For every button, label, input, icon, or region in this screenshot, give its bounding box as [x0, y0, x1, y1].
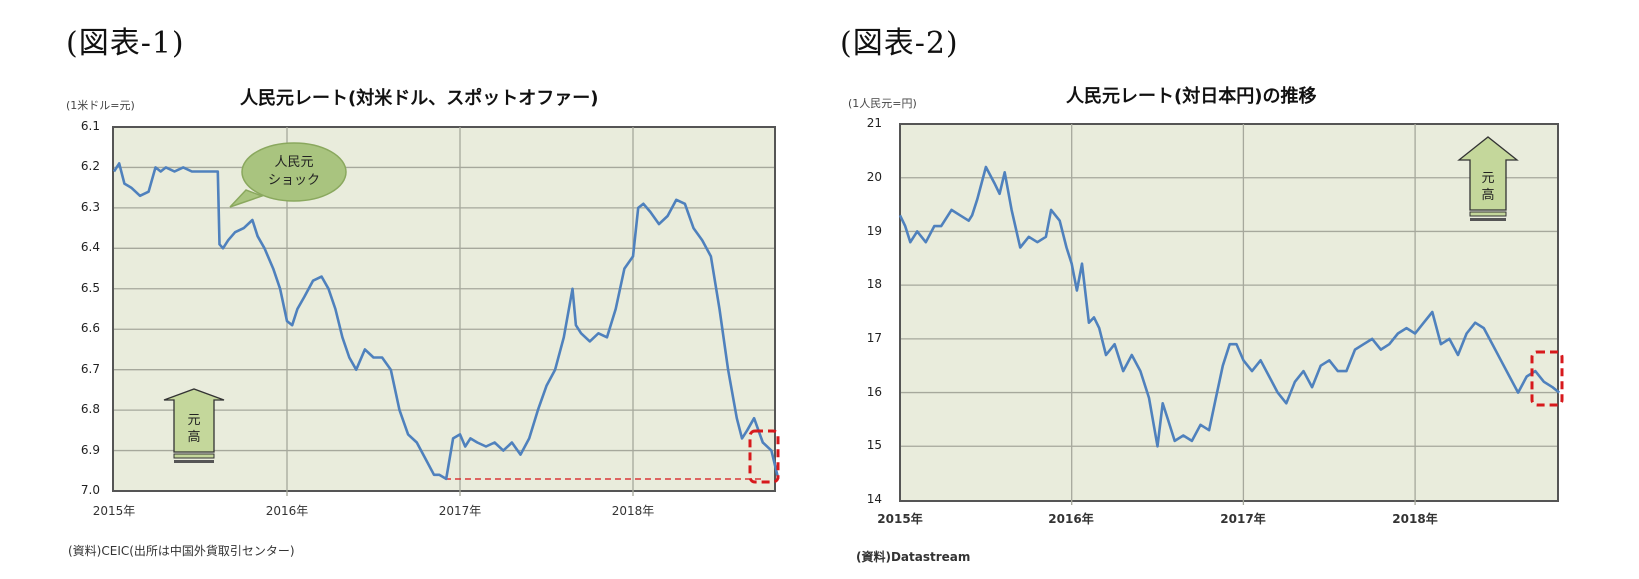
y-tick: 19 [866, 224, 882, 238]
usd-cny-line [112, 162, 780, 481]
yuan-appreciation-arrow-icon: 元 高 [163, 388, 225, 463]
x-tick: 2016年 [265, 504, 309, 518]
y-tick: 6.4 [80, 240, 100, 254]
x-tick: 2015年 [92, 504, 136, 518]
x-tick: 2017年 [1220, 512, 1266, 526]
y-tick: 6.5 [80, 281, 100, 295]
y-tick: 17 [866, 331, 882, 345]
y-tick: 6.7 [80, 362, 100, 376]
callout-line-1: 人民元 [274, 155, 313, 170]
x-tick: 2016年 [1048, 512, 1094, 526]
y-tick: 6.9 [80, 443, 100, 457]
figure-1-label: (図表-1) [66, 26, 185, 61]
latest-highlight-box [748, 429, 780, 484]
y-tick: 6.6 [80, 321, 100, 335]
y-tick: 15 [866, 438, 882, 452]
x-tick: 2018年 [1392, 512, 1438, 526]
figure-1-source-note: (資料)CEIC(出所は中国外貨取引センター) [68, 544, 295, 558]
yuan-appreciation-arrow-icon: 元 高 [1457, 136, 1519, 221]
figure-2-gridlines [901, 124, 1557, 505]
figure-2-source-note: (資料)Datastream [856, 550, 971, 564]
y-tick: 16 [866, 385, 882, 399]
x-tick: 2018年 [611, 504, 655, 518]
svg-text:元: 元 [1481, 171, 1494, 186]
svg-text:元: 元 [187, 413, 200, 428]
y-tick: 18 [866, 277, 882, 291]
svg-text:高: 高 [187, 429, 200, 445]
latest-highlight-box [1530, 350, 1564, 407]
x-tick: 2017年 [438, 504, 482, 518]
figure-2-label: (図表-2) [840, 26, 959, 61]
y-tick: 6.3 [80, 200, 100, 214]
y-tick: 20 [866, 170, 882, 184]
figure-2-title: 人民元レート(対日本円)の推移 [1066, 86, 1317, 107]
figure-1-title: 人民元レート(対米ドル、スポットオファー) [240, 88, 599, 109]
x-tick: 2015年 [877, 512, 923, 526]
svg-text:高: 高 [1481, 187, 1494, 203]
figure-1-y-unit: (1米ドル=元) [66, 99, 135, 112]
y-tick: 21 [866, 116, 882, 130]
figure-2-y-unit: (1人民元=円) [848, 97, 917, 110]
figure-2-plot-area [899, 123, 1559, 502]
y-tick: 6.8 [80, 402, 100, 416]
callout-line-2: ショック [268, 173, 320, 188]
rmb-shock-callout: 人民元 ショック [229, 142, 347, 208]
y-tick: 7.0 [80, 483, 100, 497]
cny-jpy-line [898, 165, 1561, 448]
y-tick: 6.1 [80, 119, 100, 133]
y-tick: 6.2 [80, 159, 100, 173]
figure-1-plot-area [112, 126, 776, 492]
y-tick: 14 [866, 492, 882, 506]
